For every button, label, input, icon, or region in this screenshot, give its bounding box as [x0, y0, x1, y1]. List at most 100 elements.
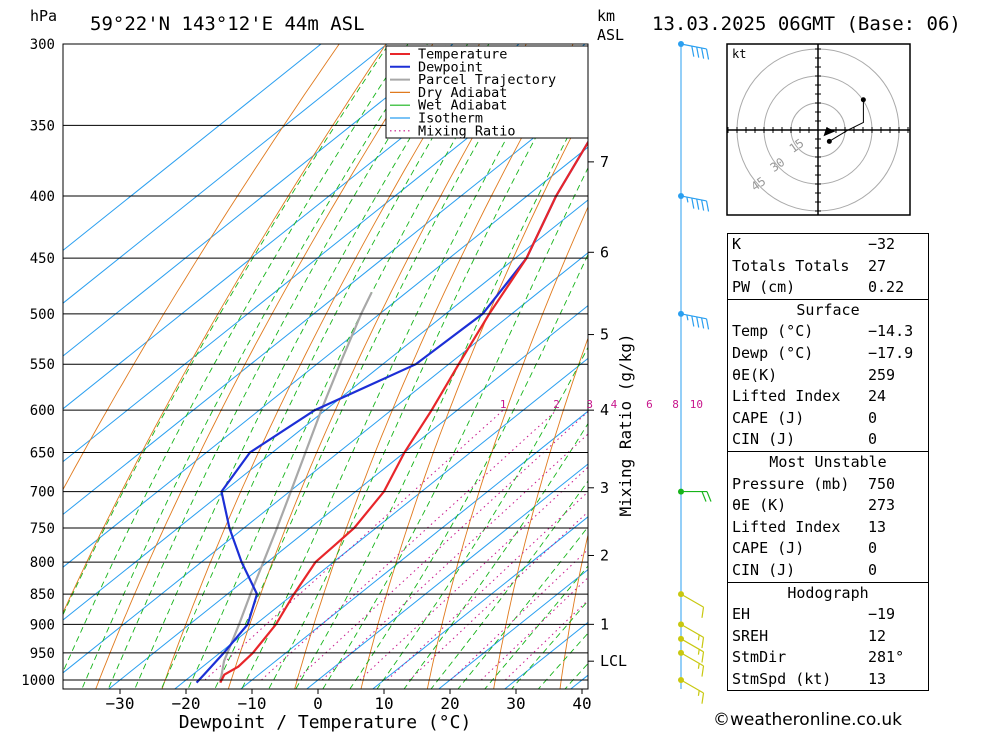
surface-title: Surface — [796, 300, 860, 319]
hodograph-ring-label: 15 — [787, 136, 807, 156]
isotherm-line — [371, 516, 588, 689]
datetime-title: 13.03.2025 06GMT (Base: 06) — [652, 13, 961, 35]
surface-index-label: Dewp (°C) — [732, 343, 814, 362]
surface-index-value: 0 — [868, 430, 878, 449]
wind-barb-flag — [691, 197, 695, 209]
wind-barb-half-flag — [697, 690, 700, 696]
dry-adiabat-line — [493, 336, 588, 689]
hodograph-ring-label: 45 — [748, 174, 768, 194]
pressure-label: 900 — [30, 617, 55, 633]
surface-index-label: θE(K) — [732, 365, 778, 384]
wind-barb — [678, 635, 705, 663]
hodograph-index-label: StmSpd (kt) — [732, 669, 832, 688]
hodograph-index-value: 12 — [868, 626, 887, 645]
dry-adiabat-line — [360, 103, 588, 689]
pressure-label: 400 — [30, 189, 55, 205]
legend-label: Isotherm — [418, 111, 483, 127]
location-title: 59°22'N 143°12'E 44m ASL — [90, 13, 365, 35]
x-tick-label: 10 — [374, 694, 393, 713]
pressure-label: 300 — [30, 37, 55, 53]
wind-barb-half-flag — [686, 314, 689, 321]
hodograph-section: Hodograph EH −19 SREH 12 StmDir 281° StmSpd (k… — [728, 581, 928, 691]
km-tick-label: LCL — [600, 652, 627, 670]
mixing-ratio-label: 1 — [500, 398, 507, 411]
isotherm-line — [63, 199, 588, 621]
wet-adiabat-line — [107, 44, 448, 689]
hodograph-index-row: StmDir 281° — [728, 647, 928, 669]
wind-barb-flag — [701, 637, 705, 649]
dry-adiabat-line — [161, 44, 481, 689]
wet-adiabat-line — [214, 44, 535, 689]
general-index-value: −32 — [868, 235, 896, 253]
surface-index-value: 259 — [868, 365, 896, 384]
surface-index-value: 0 — [868, 408, 878, 427]
mixing-ratio-label: 10 — [690, 398, 703, 411]
wind-barb-half-flag — [697, 634, 700, 641]
isotherm-line — [63, 44, 322, 252]
most-unstable-index-row: Lifted Index 13 — [728, 517, 928, 539]
general-index-label: K — [732, 235, 742, 253]
wind-barb-flag — [691, 315, 695, 327]
copyright-footer[interactable]: ©weatheronline.co.uk — [713, 710, 903, 730]
pressure-label: 650 — [30, 445, 55, 461]
dewpoint-line — [195, 140, 588, 684]
isotherm-line — [63, 44, 454, 357]
most-unstable-index-row: CAPE (J) 0 — [728, 538, 928, 560]
wind-barb-staff — [680, 638, 704, 653]
dry-adiabat-line — [954, 8, 1000, 706]
wind-barb — [678, 677, 705, 704]
surface-index-value: −14.3 — [868, 322, 914, 341]
most-unstable-index-row: Pressure (mb) 750 — [728, 474, 928, 496]
surface-index-label: CIN (J) — [732, 430, 796, 449]
most-unstable-index-row: CIN (J) 0 — [728, 560, 928, 582]
wind-barb-staff — [680, 43, 707, 50]
wind-barb-half-flag — [686, 197, 689, 203]
general-index-value: 27 — [868, 256, 887, 275]
wind-barb-staff — [680, 623, 704, 638]
x-tick-labels: −30 −20 −10 0 10 20 30 40 — [106, 689, 592, 713]
pressure-label: 950 — [30, 646, 55, 662]
mixing-ratio-line — [204, 409, 504, 681]
surface-index-label: Temp (°C) — [732, 322, 814, 341]
hodograph-index-label: SREH — [732, 626, 769, 645]
legend-label: Dry Adiabat — [418, 85, 507, 101]
isotherm-line — [63, 252, 588, 674]
mixing-ratio-line — [450, 548, 588, 681]
wind-barb-flag — [705, 200, 710, 212]
wind-barb — [678, 310, 710, 330]
plot-frame — [62, 43, 589, 690]
wind-barb-half-flag — [697, 663, 700, 669]
wet-adiabat-line — [81, 44, 428, 689]
pressure-label: 550 — [30, 357, 55, 373]
wind-barb-staff — [680, 195, 707, 202]
pressure-label: 800 — [30, 555, 55, 571]
hodograph-bottom-point — [826, 138, 832, 144]
surface-section: Surface Temp (°C) −14.3 Dewp (°C) −17.9 θE(K… — [728, 298, 928, 451]
most-unstable-section: Most Unstable Pressure (mb) 750 θE (K) 273 L… — [728, 450, 928, 582]
isotherm-line — [107, 304, 588, 689]
hodograph-index-row: StmSpd (kt) 13 — [728, 669, 928, 691]
x-tick-label: −30 — [106, 694, 135, 713]
most-unstable-index-label: θE (K) — [732, 496, 787, 515]
legend-label: Dewpoint — [418, 59, 483, 75]
wind-barb-flag — [696, 316, 700, 328]
mixing-ratio-line — [295, 411, 588, 681]
hodograph-title: Hodograph — [787, 583, 869, 602]
wind-barb-flag — [701, 692, 705, 704]
hodograph-index-label: EH — [732, 605, 751, 624]
mixing-ratio-label: 2 — [553, 398, 560, 411]
legend-label: Mixing Ratio — [418, 123, 516, 139]
legend-label: Parcel Trajectory — [418, 72, 556, 88]
wet-adiabat-line — [268, 44, 588, 689]
x-tick-label: 40 — [572, 694, 591, 713]
parcel-trajectory-line — [219, 291, 373, 683]
asl-unit-label: ASL — [597, 26, 624, 44]
profiles — [195, 140, 588, 684]
wind-barb-flag — [701, 317, 705, 329]
wind-barb-flag — [706, 491, 712, 502]
wind-barb — [678, 192, 710, 212]
most-unstable-title: Most Unstable — [769, 452, 887, 471]
